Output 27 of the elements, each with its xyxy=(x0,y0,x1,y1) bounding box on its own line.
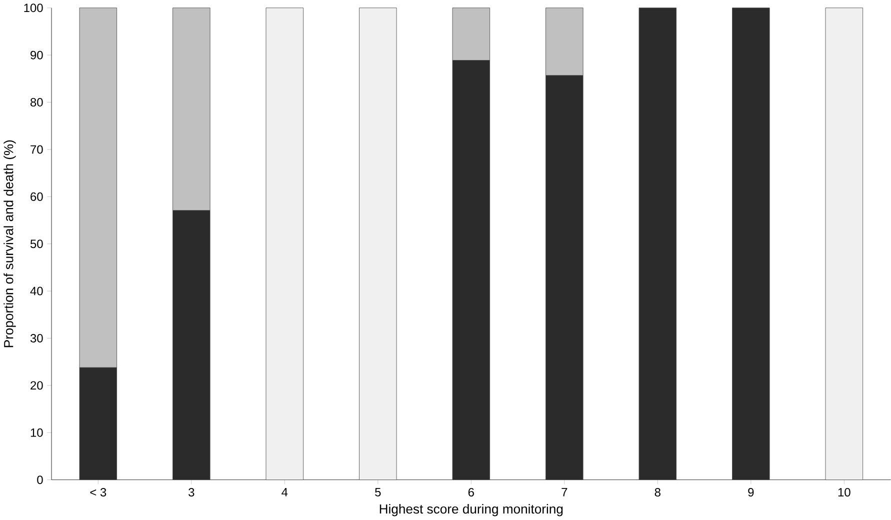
y-tick-label: 30 xyxy=(30,334,43,343)
x-tick-label: 5 xyxy=(375,488,381,496)
x-tick-label: 6 xyxy=(468,488,474,497)
y-tick-label: 40 xyxy=(30,286,43,296)
y-tick-label: 10 xyxy=(30,428,43,437)
x-tick-label: 8 xyxy=(654,488,660,497)
bar xyxy=(359,8,397,480)
x-tick-label: 4 xyxy=(282,488,288,496)
bar xyxy=(638,8,677,480)
y-tick-label: 70 xyxy=(30,145,43,154)
x-axis-title: Highest score during monitoring xyxy=(380,504,563,516)
bar xyxy=(732,8,770,480)
x-tick-label: 3 xyxy=(188,488,194,497)
y-tick-label: 0 xyxy=(37,476,43,484)
x-tick-label: 9 xyxy=(748,488,754,497)
bar xyxy=(825,8,864,480)
bar xyxy=(266,8,304,480)
y-tick-label: 100 xyxy=(24,4,43,12)
x-tick-label: 10 xyxy=(838,488,850,497)
y-tick-label: 80 xyxy=(30,98,43,107)
y-axis-title: Proportion of survival and death (%) xyxy=(4,140,16,348)
x-tick-label: < 3 xyxy=(90,488,106,497)
y-tick-label: 60 xyxy=(30,192,43,201)
x-tick-label: 7 xyxy=(562,488,568,496)
y-tick-label: 20 xyxy=(30,381,43,390)
y-tick-label: 50 xyxy=(30,240,43,248)
y-tick-label: 90 xyxy=(30,50,43,60)
